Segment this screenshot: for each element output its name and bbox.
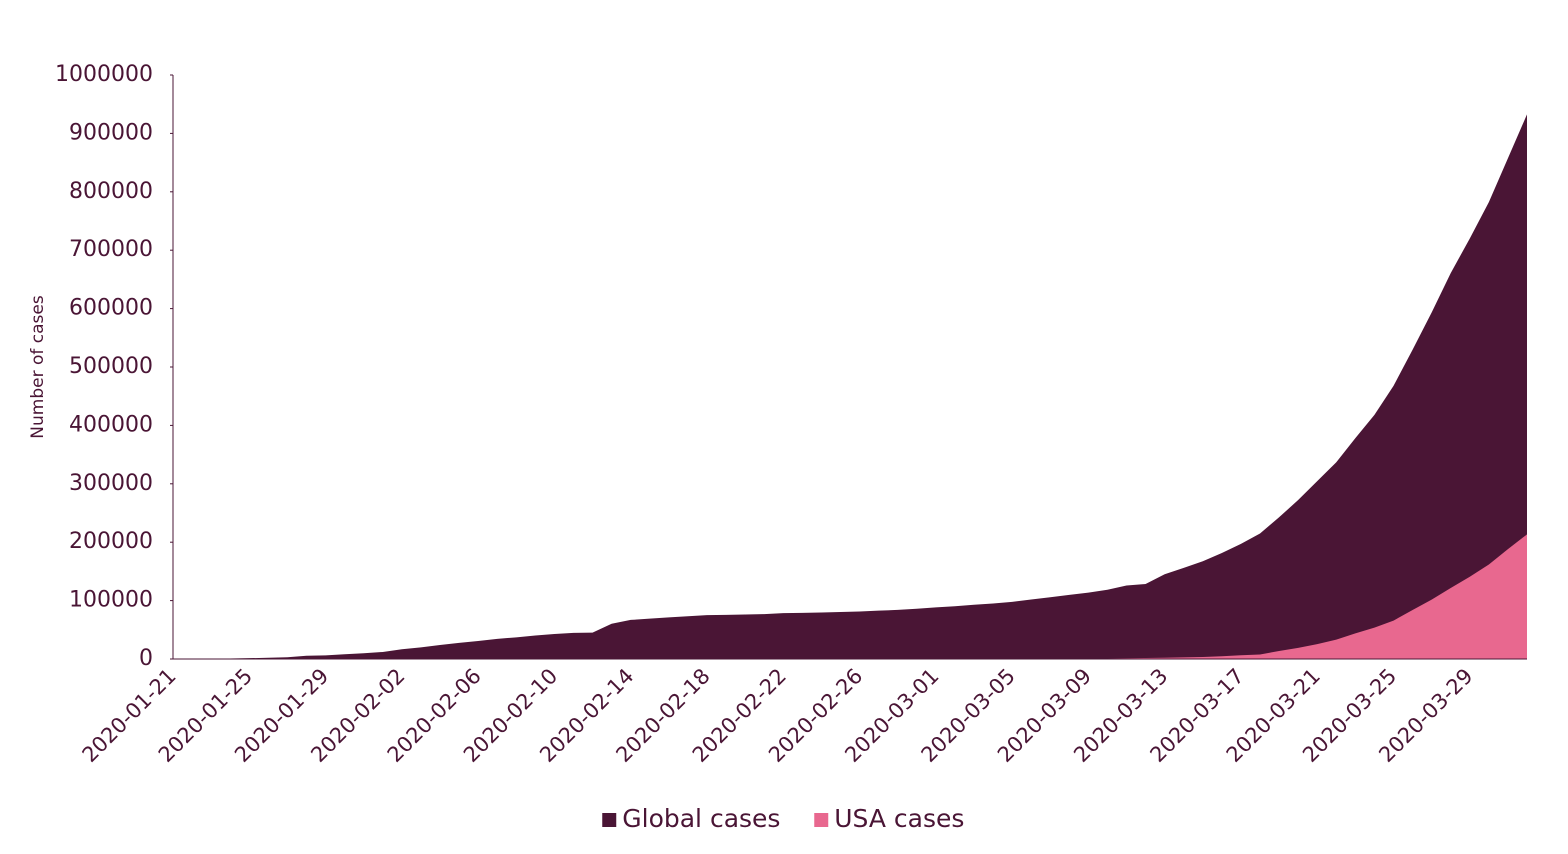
legend-label: USA cases bbox=[834, 804, 964, 833]
y-tick-label: 0 bbox=[139, 646, 153, 671]
y-tick-label: 100000 bbox=[69, 588, 153, 613]
y-tick-label: 1000000 bbox=[55, 62, 153, 87]
y-tick-label: 700000 bbox=[69, 237, 153, 262]
y-tick-label: 400000 bbox=[69, 412, 153, 437]
legend-label: Global cases bbox=[622, 804, 780, 833]
y-tick-label: 500000 bbox=[69, 354, 153, 379]
y-tick-label: 600000 bbox=[69, 296, 153, 321]
y-tick-label: 200000 bbox=[69, 529, 153, 554]
area bbox=[173, 534, 1527, 659]
y-tick-label: 900000 bbox=[69, 120, 153, 145]
y-tick-label: 300000 bbox=[69, 471, 153, 496]
y-tick-label: 800000 bbox=[69, 179, 153, 204]
legend-swatch bbox=[814, 813, 829, 827]
legend-swatch bbox=[602, 813, 617, 827]
area bbox=[173, 114, 1527, 659]
y-axis-title: Number of cases bbox=[28, 295, 48, 439]
